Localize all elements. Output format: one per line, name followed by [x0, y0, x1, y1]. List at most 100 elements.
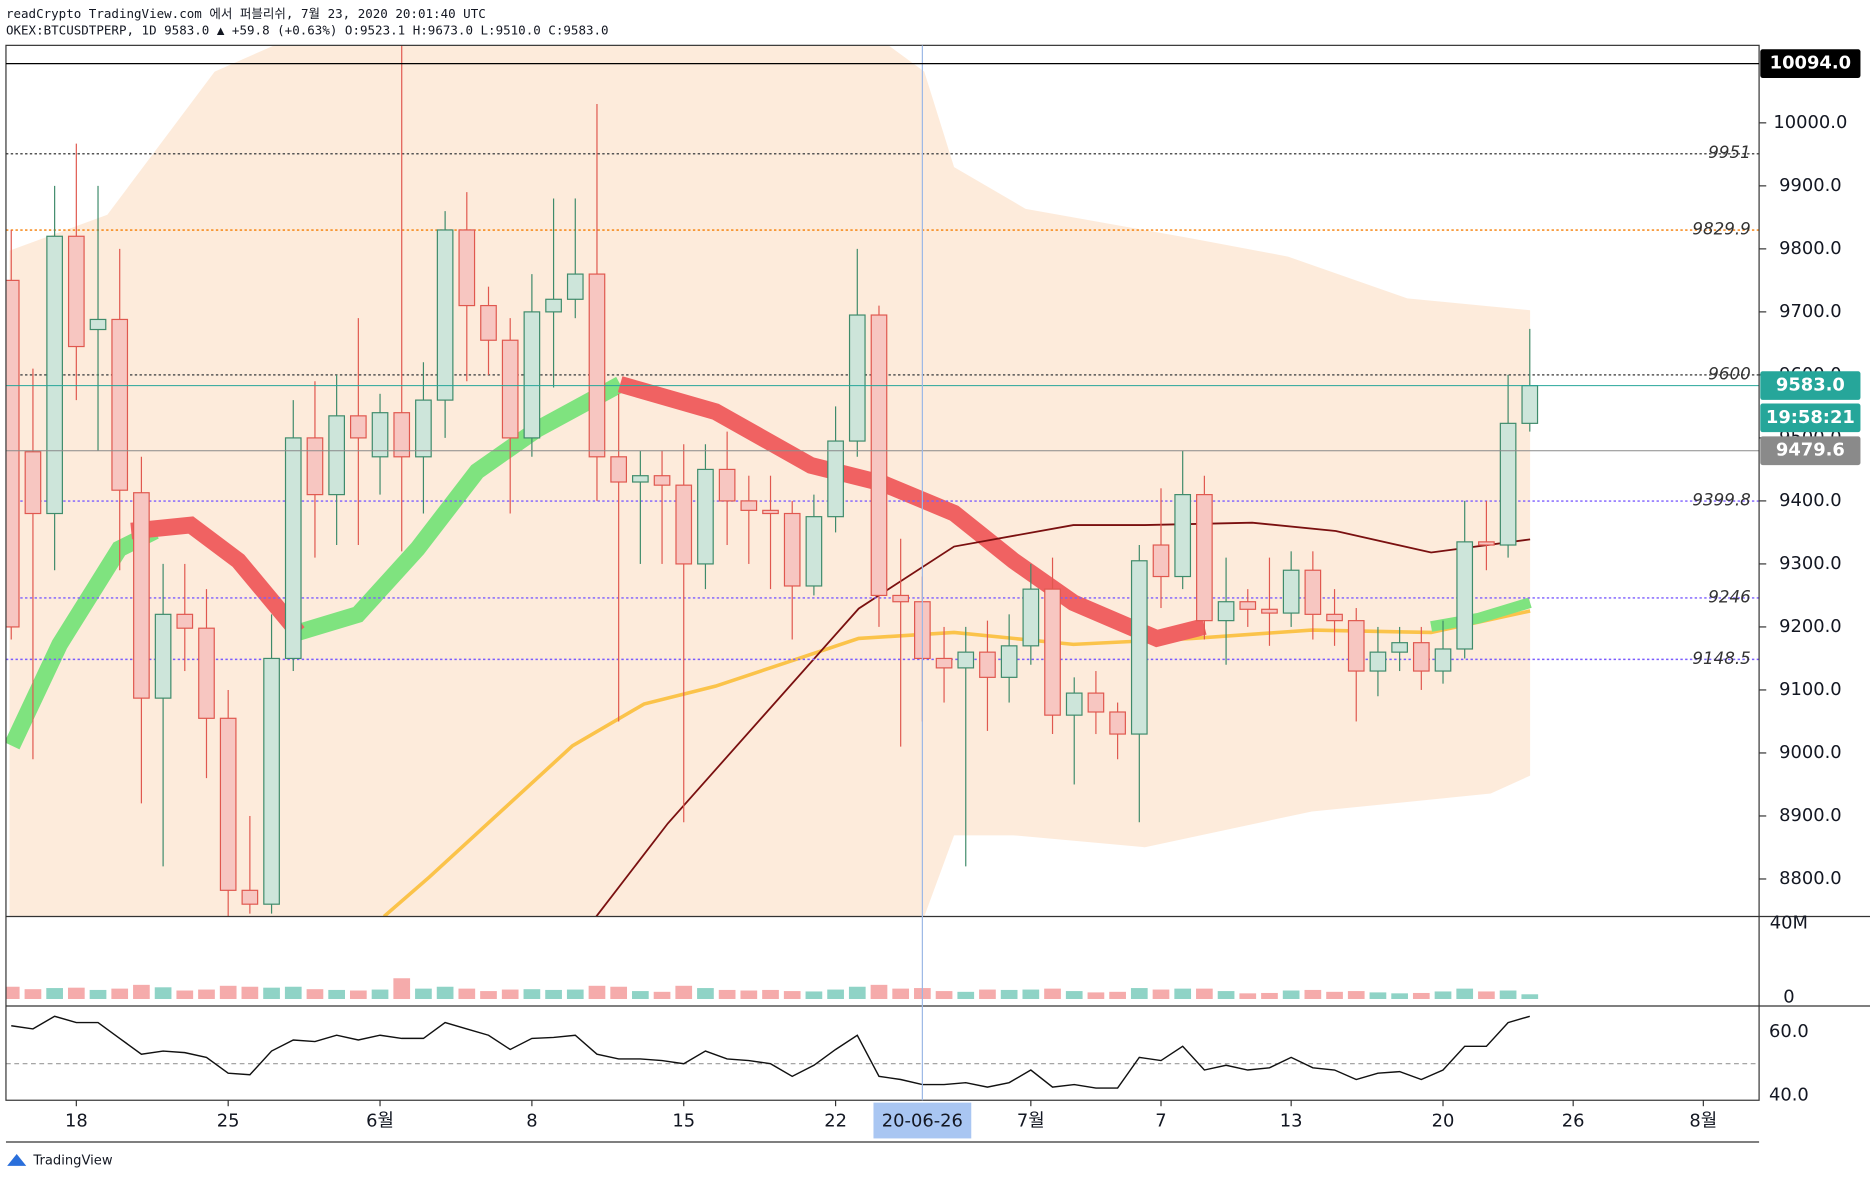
candle-body: [523, 311, 541, 439]
candle-body: [1065, 692, 1083, 716]
price-label-box: [1760, 49, 1861, 78]
volume-bar: [219, 985, 237, 999]
volume-bar: [328, 989, 345, 999]
x-tick-label: 18: [65, 1111, 88, 1132]
candle-body: [1152, 544, 1170, 578]
logo-icon: [7, 1153, 27, 1166]
candle-body: [1044, 588, 1061, 716]
volume-bar: [67, 987, 85, 999]
candle-body: [1521, 385, 1539, 424]
y-tick-label: 9400.0: [1779, 490, 1842, 511]
candle-body: [979, 651, 996, 678]
red-ribbon: [617, 376, 1207, 648]
y-tick-label: 9100.0: [1779, 679, 1842, 700]
candle-body: [1326, 613, 1343, 622]
volume-bar: [610, 986, 628, 999]
volume-bar: [24, 989, 42, 999]
candle-body: [892, 594, 910, 603]
volume-bar: [935, 991, 953, 999]
y-tick-label: 9200.0: [1779, 616, 1842, 637]
level-label: 9148.5: [1692, 648, 1750, 668]
candle-body: [675, 484, 693, 565]
volume-tick-label: 40M: [1770, 913, 1808, 934]
volume-bar: [415, 988, 432, 999]
volume-bar: [1434, 991, 1452, 999]
volume-bar: [632, 991, 649, 999]
candle-body: [328, 415, 345, 496]
candle-body: [133, 492, 150, 699]
candle-body: [5, 279, 20, 628]
candle-body: [67, 235, 85, 348]
candle-body: [111, 318, 129, 491]
y-tick-label: 9300.0: [1779, 553, 1842, 574]
candle-body: [827, 440, 844, 518]
volume-bar: [133, 984, 150, 999]
volume-bar: [5, 986, 20, 999]
level-label: 9399.8: [1692, 490, 1750, 510]
volume-bar: [1196, 988, 1213, 999]
price-label: 10094.0: [1770, 53, 1851, 74]
price-pane: [5, 45, 1760, 917]
volume-bar: [1347, 991, 1365, 999]
candle-body: [697, 468, 714, 565]
volume-bar: [805, 991, 823, 999]
volume-bar: [46, 988, 63, 999]
volume-bar: [892, 988, 910, 999]
volume-bar: [111, 988, 129, 999]
volume-bar: [89, 989, 107, 999]
x-tick-label: 8: [526, 1111, 537, 1132]
candle-body: [588, 273, 606, 458]
candle-body: [740, 500, 758, 511]
candle-body: [154, 613, 172, 699]
countdown-box: [1760, 403, 1861, 433]
candle-body: [545, 298, 562, 313]
trend-line: [595, 521, 1531, 917]
candle-body: [393, 412, 411, 458]
candle-body: [24, 451, 42, 515]
candle-body: [1412, 642, 1430, 672]
volume-bar: [480, 991, 497, 999]
candle-body: [176, 613, 194, 629]
volume-bar: [1174, 988, 1192, 999]
candle-body: [371, 412, 389, 458]
candle-body: [306, 437, 324, 496]
candle-body: [458, 229, 476, 307]
volume-bar: [1478, 991, 1495, 999]
watermark: TradingView: [7, 1154, 113, 1169]
red-ribbon: [130, 516, 305, 638]
volume-bar: [848, 986, 866, 999]
crosshair-box: [873, 1102, 972, 1139]
green-ribbon: [295, 376, 625, 641]
y-tick-label: 8900.0: [1779, 805, 1842, 826]
x-tick-label: 13: [1280, 1111, 1303, 1132]
volume-bar: [1261, 992, 1278, 999]
volume-bar: [1326, 991, 1343, 999]
candle-body: [870, 314, 888, 597]
candle-body: [198, 627, 215, 719]
candle-body: [1369, 651, 1387, 672]
x-tick-label: 26: [1562, 1111, 1585, 1132]
x-tick-label: 15: [672, 1111, 695, 1132]
volume-bar: [1304, 989, 1322, 999]
volume-bar: [957, 991, 975, 999]
volume-bar: [154, 987, 172, 999]
green-ribbon: [1430, 597, 1532, 632]
candle-body: [1282, 569, 1300, 614]
candle-body: [1217, 601, 1235, 622]
crosshair-label: 20-06-26: [882, 1111, 963, 1132]
candle-body: [349, 415, 367, 439]
volume-bar: [1521, 994, 1539, 999]
candle-body: [1261, 608, 1278, 614]
volume-bar: [762, 989, 779, 999]
volume-bar: [1412, 992, 1430, 999]
volume-bar: [545, 989, 562, 999]
oscillator-pane: [5, 1015, 1760, 1089]
frame: [5, 44, 1760, 1101]
candle-body: [783, 512, 801, 587]
volume-bar: [1044, 988, 1061, 999]
candle-body: [610, 456, 628, 483]
header-symbol: OKEX:BTCUSDTPERP, 1D 9583.0 ▲ +59.8 (+0.…: [6, 23, 609, 38]
volume-bar: [1152, 989, 1170, 999]
price-label-box: [1760, 371, 1861, 400]
